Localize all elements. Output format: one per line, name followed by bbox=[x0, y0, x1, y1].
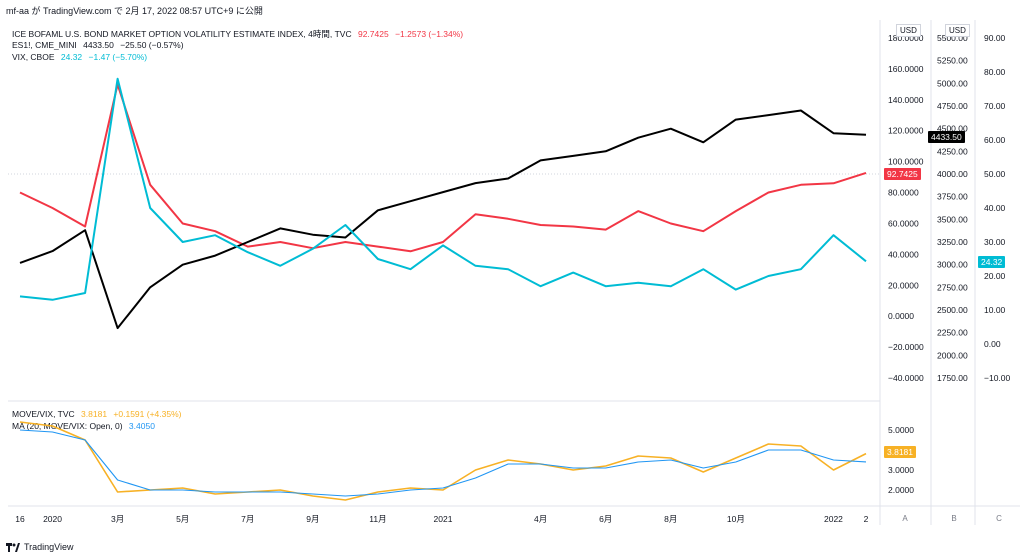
vix-axis-tick: 90.00 bbox=[984, 33, 1006, 43]
legend-vix-value: 24.32 bbox=[60, 52, 83, 62]
legend-ma-label: MA (20, MOVE/VIX: Open, 0) bbox=[12, 421, 123, 431]
scale-button-c[interactable]: C bbox=[996, 514, 1002, 523]
es-axis-tick: 2750.00 bbox=[937, 282, 968, 292]
ratio-price-tag: 3.8181 bbox=[884, 446, 916, 458]
legend-vix: VIX, CBOE 24.32 −1.47 (−5.70%) bbox=[12, 52, 147, 62]
es-axis-tick: 5000.00 bbox=[937, 78, 968, 88]
x-axis-tick: 2020 bbox=[43, 514, 62, 524]
x-axis-tick: 2021 bbox=[434, 514, 453, 524]
es-price-tag: 4433.50 bbox=[928, 131, 965, 143]
move-axis-tick: 180.0000 bbox=[888, 33, 924, 43]
legend-vix-label: VIX, CBOE bbox=[12, 52, 55, 62]
x-axis-tick: 10月 bbox=[727, 514, 745, 524]
tradingview-logo-icon bbox=[6, 542, 20, 552]
es-axis-tick: 3500.00 bbox=[937, 214, 968, 224]
footer-brand-text: TradingView bbox=[24, 542, 74, 552]
x-axis-tick: 9月 bbox=[306, 514, 319, 524]
move-axis-tick: 40.0000 bbox=[888, 249, 919, 259]
vix-axis-tick: 20.00 bbox=[984, 271, 1006, 281]
move-axis-tick: 20.0000 bbox=[888, 280, 919, 290]
series-line-vix bbox=[19, 77, 867, 301]
vix-axis-tick: 60.00 bbox=[984, 135, 1006, 145]
move-axis-unit: USD bbox=[896, 24, 921, 37]
vix-axis-tick: 30.00 bbox=[984, 237, 1006, 247]
move-axis-tick: 100.0000 bbox=[888, 157, 924, 167]
vix-axis-tick: 80.00 bbox=[984, 67, 1006, 77]
move-price-tag: 92.7425 bbox=[884, 168, 921, 180]
vix-axis-tick: 0.00 bbox=[984, 339, 1001, 349]
legend-move-value: 92.7425 bbox=[357, 29, 389, 39]
es-axis-tick: 4000.00 bbox=[937, 169, 968, 179]
x-axis-tick: 6月 bbox=[599, 514, 612, 524]
legend-es-value: 4433.50 bbox=[83, 40, 114, 50]
series-line-move bbox=[19, 83, 867, 253]
legend-ratio: MOVE/VIX, TVC 3.8181 +0.1591 (+4.35%) bbox=[12, 409, 181, 419]
legend-es: ES1!, CME_MINI 4433.50 −25.50 (−0.57%) bbox=[12, 40, 184, 50]
x-axis-tick: 11月 bbox=[369, 514, 386, 524]
es-axis-tick: 3750.00 bbox=[937, 192, 968, 202]
move-axis-tick: −40.0000 bbox=[888, 373, 924, 383]
vix-axis-tick: 50.00 bbox=[984, 169, 1006, 179]
es-axis-tick: 4500.00 bbox=[937, 124, 968, 134]
vix-price-tag: 24.32 bbox=[978, 256, 1006, 268]
legend-ratio-value: 3.8181 bbox=[81, 409, 108, 419]
x-axis-tick: 4月 bbox=[534, 514, 547, 524]
scale-button-a[interactable]: A bbox=[902, 514, 908, 523]
es-axis-unit: USD bbox=[945, 24, 970, 37]
x-axis-tick: 5月 bbox=[176, 514, 189, 524]
vix-axis-tick: −10.00 bbox=[984, 373, 1011, 383]
vix-axis-tick: 10.00 bbox=[984, 305, 1006, 315]
es-axis-tick: 1750.00 bbox=[937, 373, 968, 383]
es-axis-tick: 4250.00 bbox=[937, 146, 968, 156]
move-axis-tick: 120.0000 bbox=[888, 126, 924, 136]
legend-move: ICE BOFAML U.S. BOND MARKET OPTION VOLAT… bbox=[12, 28, 463, 40]
es-axis-tick: 4750.00 bbox=[937, 101, 968, 111]
x-axis-tick: 8月 bbox=[664, 514, 677, 524]
es-axis-tick: 3250.00 bbox=[937, 237, 968, 247]
es-axis-tick: 3000.00 bbox=[937, 260, 968, 270]
scale-button-b[interactable]: B bbox=[951, 514, 957, 523]
move-axis-tick: 0.0000 bbox=[888, 311, 914, 321]
move-axis-tick: 80.0000 bbox=[888, 188, 919, 198]
legend-move-label: ICE BOFAML U.S. BOND MARKET OPTION VOLAT… bbox=[12, 29, 352, 39]
publish-header: mf-aa が TradingView.com で 2月 17, 2022 08… bbox=[6, 6, 263, 16]
x-axis-tick: 7月 bbox=[241, 514, 254, 524]
move-axis-tick: 60.0000 bbox=[888, 218, 919, 228]
footer-brand[interactable]: TradingView bbox=[6, 542, 74, 552]
series-line-es bbox=[19, 109, 867, 330]
vix-axis-tick: 40.00 bbox=[984, 203, 1006, 213]
es-axis-tick: 5250.00 bbox=[937, 56, 968, 66]
x-axis-tick: 2022 bbox=[824, 514, 843, 524]
ratio-axis-tick: 5.0000 bbox=[888, 425, 914, 435]
series-line-move-vix bbox=[19, 421, 867, 501]
ratio-axis-tick: 3.0000 bbox=[888, 465, 914, 475]
es-axis-tick: 5500.00 bbox=[937, 33, 968, 43]
es-axis-tick: 2000.00 bbox=[937, 350, 968, 360]
legend-vix-change: −1.47 (−5.70%) bbox=[88, 52, 148, 62]
legend-ma: MA (20, MOVE/VIX: Open, 0) 3.4050 bbox=[12, 421, 155, 431]
es-axis-tick: 2500.00 bbox=[937, 305, 968, 315]
x-axis-tick: 3月 bbox=[111, 514, 124, 524]
legend-ratio-label: MOVE/VIX, TVC bbox=[12, 409, 75, 419]
x-axis-tick: 16 bbox=[15, 514, 25, 524]
move-axis-tick: −20.0000 bbox=[888, 342, 924, 352]
ratio-axis-tick: 2.0000 bbox=[888, 485, 914, 495]
legend-es-change: −25.50 (−0.57%) bbox=[120, 40, 184, 50]
legend-ma-value: 3.4050 bbox=[128, 421, 155, 431]
legend-es-label: ES1!, CME_MINI bbox=[12, 40, 77, 50]
move-axis-tick: 140.0000 bbox=[888, 95, 924, 105]
legend-move-change: −1.2573 (−1.34%) bbox=[395, 29, 464, 39]
series-line-ma bbox=[19, 429, 867, 497]
move-axis-tick: 160.0000 bbox=[888, 64, 924, 74]
legend-ratio-change: +0.1591 (+4.35%) bbox=[113, 409, 182, 419]
es-axis-tick: 2250.00 bbox=[937, 328, 968, 338]
x-axis-tick: 2 bbox=[864, 514, 869, 524]
vix-axis-tick: 70.00 bbox=[984, 101, 1006, 111]
